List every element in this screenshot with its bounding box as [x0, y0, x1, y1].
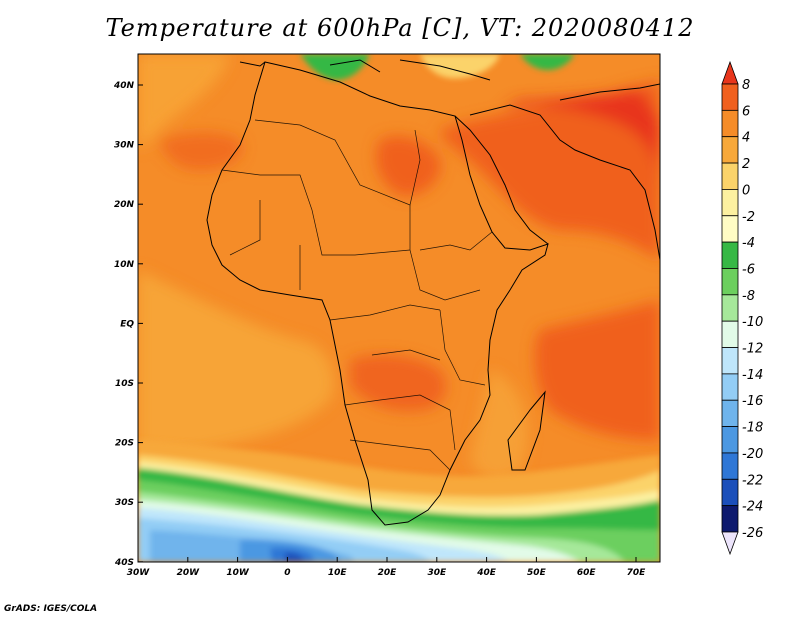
lon-tick-label: 20E — [378, 568, 398, 578]
colorbar-label: -18 — [742, 421, 763, 436]
colorbar-segment — [721, 60, 739, 85]
lat-tick-label: EQ — [120, 319, 134, 329]
lon-tick-label: 10E — [328, 568, 348, 578]
lon-tick-label: 20W — [177, 568, 201, 578]
colorbar-label: 4 — [742, 131, 750, 146]
colorbar-label: -24 — [742, 500, 763, 515]
longitude-ticks: 30W 20W 10W 0 10E 20E 30E 40E 50E 60E 70E — [127, 557, 646, 578]
colorbar-label: -4 — [742, 236, 755, 251]
colorbar-segment — [721, 215, 739, 243]
colorbar-segment — [721, 478, 739, 507]
colorbar-segment — [721, 426, 739, 454]
lon-tick-label: 70E — [627, 568, 647, 578]
credit-label: GrADS: IGES/COLA — [4, 604, 98, 614]
colorbar-label: -26 — [742, 526, 763, 541]
latitude-ticks: 40N 30N 20N 10N EQ 10S 20S 30S 40S — [113, 81, 143, 568]
colorbar-label: 2 — [742, 157, 750, 172]
colorbar-segment — [721, 83, 739, 111]
colorbar-label: -2 — [742, 210, 755, 225]
colorbar-segment — [721, 505, 739, 533]
lon-tick-label: 30W — [127, 568, 151, 578]
map-title: Temperature at 600hPa [C], VT: 202008041… — [105, 14, 695, 42]
colorbar-segment — [721, 162, 739, 190]
colorbar-segment — [721, 320, 739, 348]
lat-tick-label: 40S — [114, 558, 134, 568]
colorbar-label: 6 — [742, 104, 750, 119]
colorbar-label: 0 — [742, 183, 750, 198]
colorbar-label: -12 — [742, 342, 763, 357]
colorbar-label: -6 — [742, 262, 755, 277]
colorbar-segment — [721, 373, 739, 401]
lat-tick-label: 10S — [115, 379, 134, 389]
lat-tick-label: 40N — [113, 81, 135, 91]
coastlines — [206, 59, 660, 526]
colorbar-label: 8 — [742, 78, 750, 93]
colorbar-segment — [721, 531, 739, 556]
lon-tick-label: 40E — [476, 568, 497, 578]
colorbar-segment — [721, 268, 739, 296]
lon-tick-label: 10W — [226, 568, 250, 578]
colorbar-segment — [721, 294, 739, 322]
colorbar-label: -8 — [742, 289, 755, 304]
lat-tick-label: 30N — [114, 141, 135, 151]
colorbar-label: -14 — [742, 368, 763, 383]
colorbar-segment — [721, 399, 739, 427]
lat-tick-label: 20S — [115, 439, 134, 449]
colorbar-segment — [721, 347, 739, 375]
lon-tick-label: 60E — [577, 568, 597, 578]
colorbar-segment — [721, 452, 739, 480]
lat-tick-label: 20N — [114, 200, 135, 210]
lat-tick-label: 10N — [114, 260, 135, 270]
lat-tick-label: 30S — [115, 498, 134, 508]
colorbar-label: -20 — [742, 447, 763, 462]
colorbar-segment — [721, 109, 739, 138]
colorbar: 8 6 4 2 0 -2 -4 -6 -8 -10 -12 -14 -16 -18 -20 -22 -24 -26 — [721, 60, 763, 556]
colorbar-segment — [721, 241, 739, 269]
lon-tick-label: 0 — [284, 568, 290, 578]
lon-tick-label: 30E — [427, 568, 447, 578]
colorbar-segment — [721, 189, 739, 217]
lon-tick-label: 50E — [527, 568, 547, 578]
colorbar-label: -10 — [742, 315, 763, 330]
colorbar-label: -16 — [742, 394, 763, 409]
colorbar-label: -22 — [742, 473, 763, 488]
colorbar-segment — [721, 136, 739, 164]
